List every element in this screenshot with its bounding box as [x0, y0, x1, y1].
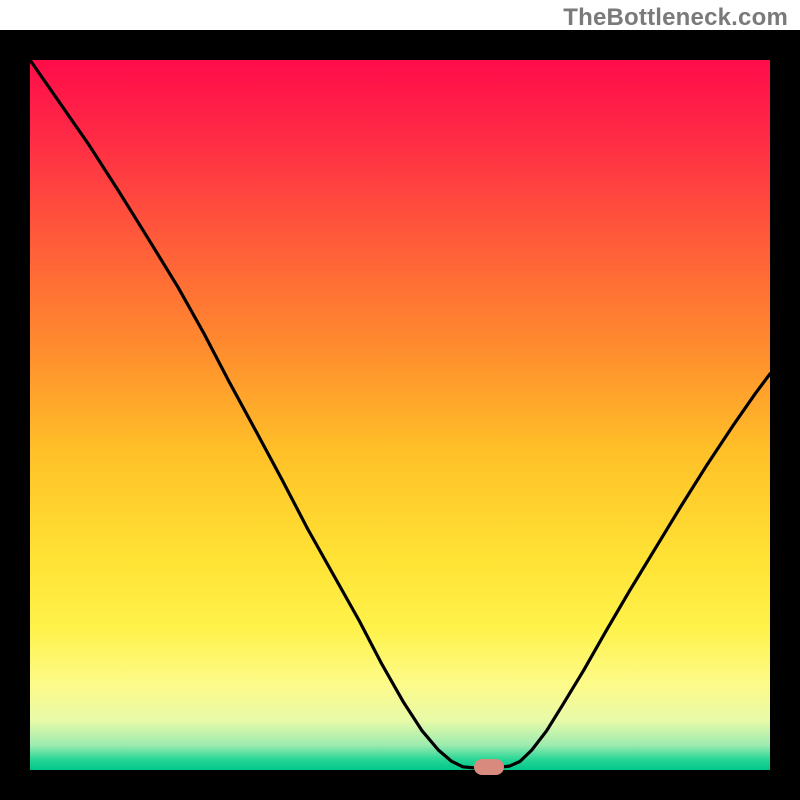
- optimal-point-marker: [474, 759, 504, 775]
- watermark-text: TheBottleneck.com: [563, 4, 788, 32]
- bottleneck-curve: [30, 60, 770, 770]
